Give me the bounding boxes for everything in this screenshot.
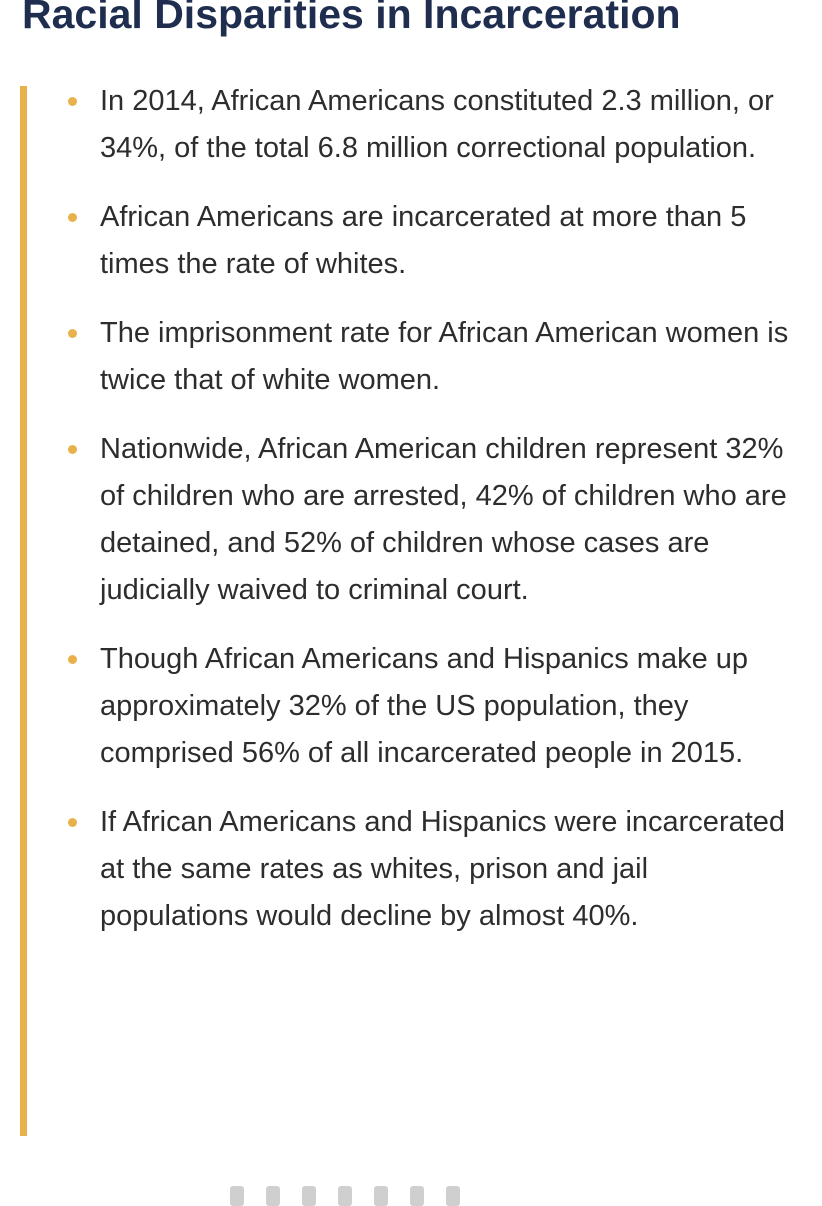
- list-item: If African Americans and Hispanics were …: [0, 799, 822, 940]
- accent-bar: [20, 86, 27, 1136]
- bullet-text: The imprisonment rate for African Americ…: [100, 317, 789, 396]
- bullet-dot-icon: [68, 445, 77, 454]
- bullet-dot-icon: [68, 329, 77, 338]
- list-item: Though African Americans and Hispanics m…: [0, 636, 822, 777]
- bullet-text: In 2014, African Americans constituted 2…: [100, 85, 774, 164]
- bullet-text: If African Americans and Hispanics were …: [100, 806, 786, 932]
- bullet-list: In 2014, African Americans constituted 2…: [0, 78, 822, 962]
- bullet-text: Nationwide, African American children re…: [100, 433, 787, 606]
- list-item: The imprisonment rate for African Americ…: [0, 310, 822, 404]
- bullet-dot-icon: [68, 97, 77, 106]
- list-item: African Americans are incarcerated at mo…: [0, 194, 822, 288]
- page-title: Racial Disparities in Incarceration: [22, 0, 681, 37]
- bullet-text: Though African Americans and Hispanics m…: [100, 643, 749, 769]
- bullet-dot-icon: [68, 818, 77, 827]
- cut-off-text-fragment: [230, 1186, 530, 1206]
- list-item: Nationwide, African American children re…: [0, 426, 822, 614]
- list-item: In 2014, African Americans constituted 2…: [0, 78, 822, 172]
- bullet-dot-icon: [68, 655, 77, 664]
- bullet-text: African Americans are incarcerated at mo…: [100, 201, 747, 280]
- bullet-dot-icon: [68, 213, 77, 222]
